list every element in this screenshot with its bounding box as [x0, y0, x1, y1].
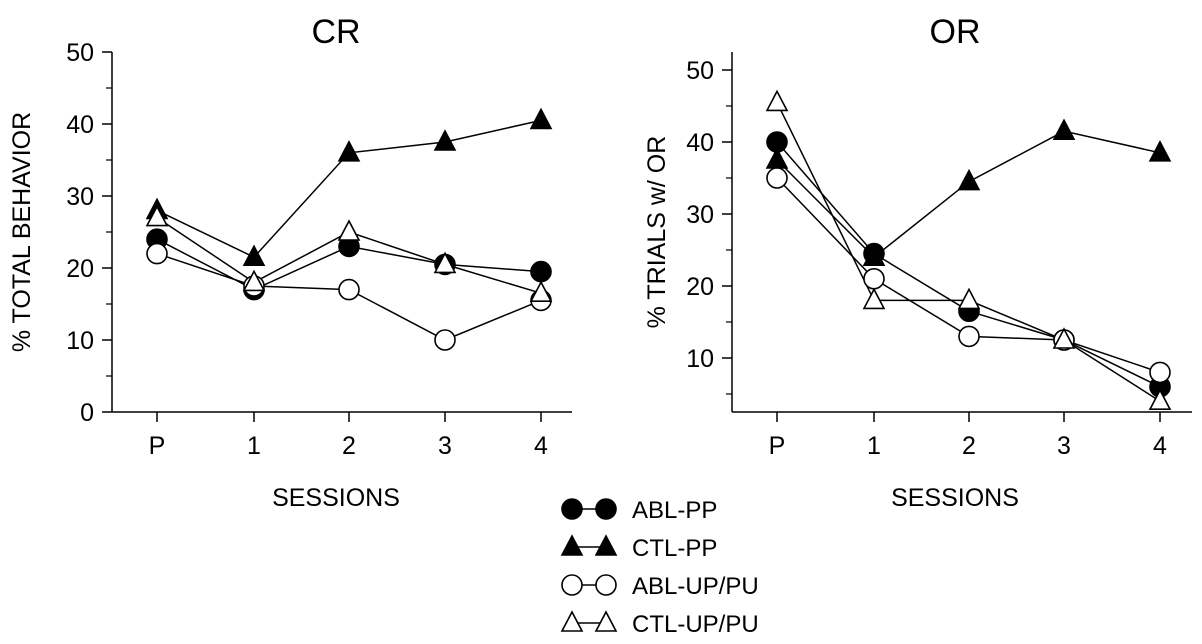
x-tick-label: 2	[342, 432, 356, 460]
legend-marker	[595, 498, 617, 520]
data-point	[1052, 118, 1076, 140]
data-point	[957, 168, 981, 191]
x-tick-label: 2	[962, 432, 976, 460]
data-point	[862, 244, 886, 267]
y-axis-label: % TRIALS w/ OR	[643, 136, 671, 329]
data-point	[433, 251, 457, 274]
y-tick-label: 10	[66, 327, 94, 355]
data-point	[433, 129, 457, 151]
chart-title: OR	[930, 13, 981, 51]
chart-or: OR 10 20 30 40 50 P 1 2 3 4 % TRIALS w/ OR SESSIONS	[643, 13, 1192, 512]
chart-title: CR	[311, 13, 360, 51]
legend-marker	[561, 498, 583, 520]
legend-label: CTL-UP/PU	[632, 611, 759, 638]
data-point	[863, 267, 885, 290]
data-point	[337, 219, 361, 241]
legend-marker	[560, 610, 584, 632]
data-point	[242, 269, 266, 292]
legend-marker	[594, 610, 618, 632]
data-point	[529, 107, 553, 130]
x-tick-label: P	[769, 432, 786, 460]
data-point	[765, 147, 789, 169]
y-axis-label: % TOTAL BEHAVIOR	[8, 112, 36, 352]
series-line	[776, 102, 1161, 402]
data-point	[1148, 388, 1172, 411]
x-axis-label: SESSIONS	[272, 484, 400, 512]
y-tick-label: 20	[686, 273, 714, 301]
y-tick-label: 50	[66, 39, 94, 67]
data-point	[957, 287, 981, 310]
legend-marker	[561, 574, 583, 596]
data-point	[146, 242, 168, 265]
y-tick-label: 30	[686, 201, 714, 229]
data-point	[337, 140, 361, 162]
data-point	[958, 325, 980, 348]
x-tick-label: 4	[1153, 432, 1167, 460]
y-tick-label: 40	[686, 129, 714, 157]
x-tick-label: 3	[1057, 432, 1071, 460]
x-tick-label: 1	[247, 432, 261, 460]
data-point	[529, 280, 553, 303]
data-point	[1052, 327, 1076, 349]
legend: ABL-PP CTL-PP ABL-UP/PU CTL-UP/PU	[560, 497, 759, 638]
data-point	[338, 278, 360, 301]
y-tick-label: 40	[66, 111, 94, 139]
data-point	[766, 167, 788, 189]
x-tick-label: 1	[867, 432, 881, 460]
legend-marker	[594, 534, 618, 556]
chart-cr: CR 0 10 20 30 40 50 P 1 2 3 4 % TOTAL BEHAVIOR SESSIO…	[8, 13, 572, 512]
data-point	[242, 244, 266, 267]
data-point	[434, 329, 456, 351]
y-tick-label: 20	[66, 255, 94, 283]
y-tick-label: 10	[686, 345, 714, 373]
data-point	[145, 204, 169, 227]
legend-marker	[595, 574, 617, 596]
data-point	[765, 89, 789, 112]
legend-label: ABL-PP	[632, 497, 717, 524]
data-point	[530, 260, 552, 283]
legend-marker	[560, 534, 584, 556]
data-point	[1148, 140, 1172, 162]
x-tick-label: P	[149, 432, 166, 460]
legend-label: ABL-UP/PU	[632, 573, 759, 600]
y-tick-label: 0	[80, 399, 94, 427]
x-axis-label: SESSIONS	[891, 484, 1019, 512]
x-tick-label: 4	[534, 432, 548, 460]
data-point	[862, 287, 886, 310]
y-tick-label: 50	[686, 57, 714, 85]
y-tick-label: 30	[66, 183, 94, 211]
legend-label: CTL-PP	[632, 535, 717, 562]
x-tick-label: 3	[438, 432, 452, 460]
data-point	[1149, 361, 1171, 384]
